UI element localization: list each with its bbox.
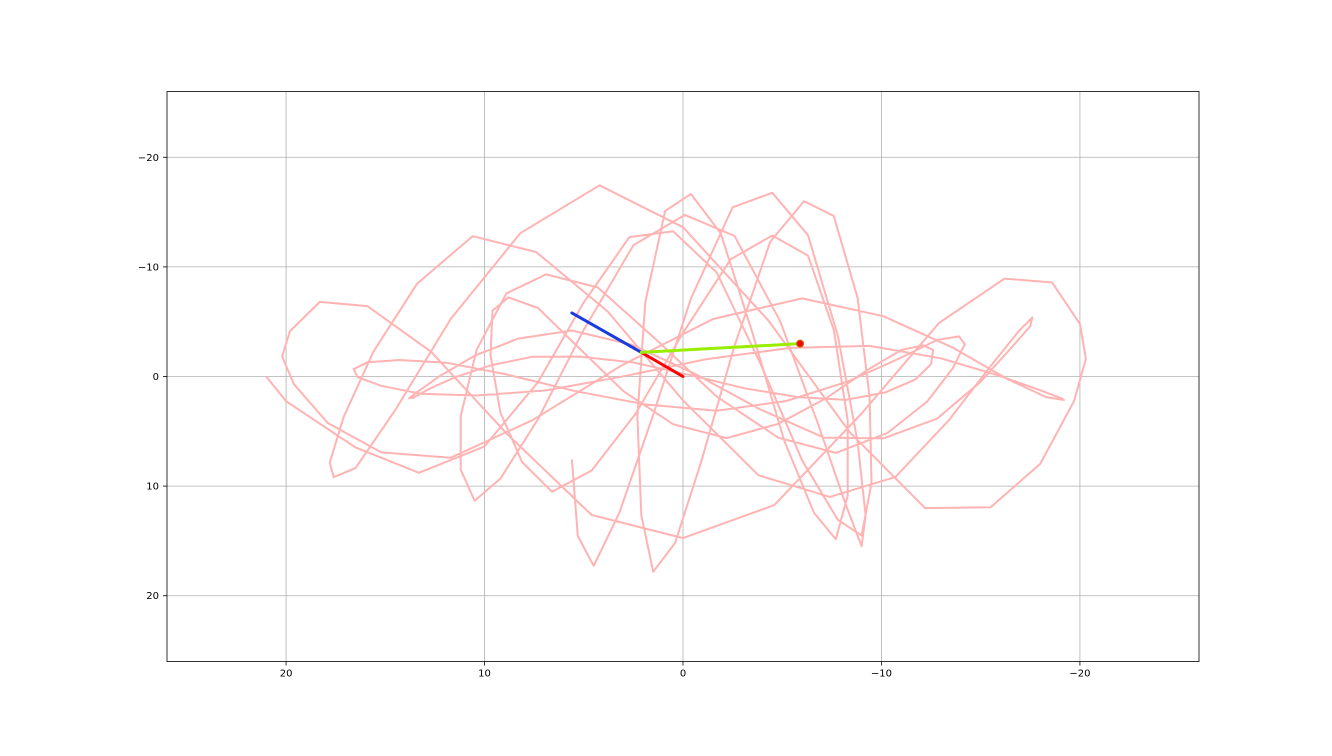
x-tick-label: 20: [280, 669, 293, 680]
y-tick-label: −20: [138, 153, 159, 164]
end-point-marker: [796, 339, 805, 348]
pendulum-arm: [570, 311, 643, 354]
y-tick-label: 10: [146, 482, 159, 493]
pendulum-arm: [639, 342, 802, 354]
x-axis-ticks: 20 10 0 −10 −20: [280, 661, 1090, 680]
x-tick-label: 0: [680, 669, 686, 680]
x-tick-label: −10: [871, 669, 892, 680]
pendulum-arms: [570, 311, 802, 378]
end-marker: [796, 339, 805, 348]
y-axis-ticks: −20 −10 0 10 20: [138, 153, 167, 602]
trace-line: [265, 184, 1087, 573]
trajectory-trace: [265, 184, 1087, 573]
y-tick-label: 20: [146, 591, 159, 602]
y-tick-label: −10: [138, 262, 159, 273]
x-tick-label: 10: [478, 669, 491, 680]
y-tick-label: 0: [153, 372, 159, 383]
pendulum-arm: [639, 350, 685, 378]
x-tick-label: −20: [1069, 669, 1090, 680]
